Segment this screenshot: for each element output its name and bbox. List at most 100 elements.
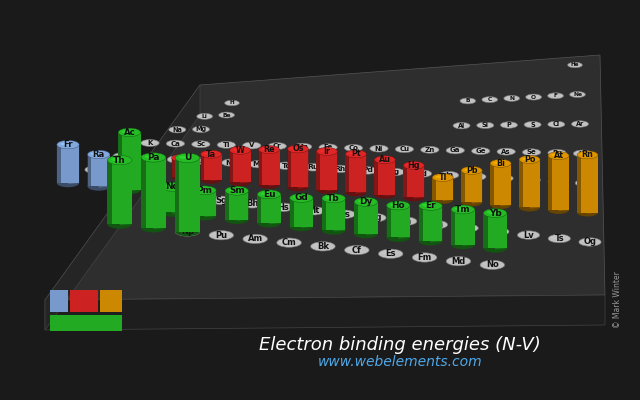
Bar bbox=[290, 198, 313, 227]
Ellipse shape bbox=[453, 122, 470, 129]
Ellipse shape bbox=[293, 196, 305, 199]
Ellipse shape bbox=[548, 153, 566, 155]
Ellipse shape bbox=[303, 206, 324, 215]
Polygon shape bbox=[356, 154, 366, 194]
Ellipse shape bbox=[419, 202, 442, 210]
Ellipse shape bbox=[278, 163, 291, 167]
Text: W: W bbox=[236, 146, 244, 155]
Ellipse shape bbox=[423, 148, 434, 151]
Text: Lu: Lu bbox=[148, 170, 159, 179]
Ellipse shape bbox=[275, 204, 288, 208]
Ellipse shape bbox=[88, 150, 110, 159]
Ellipse shape bbox=[175, 227, 200, 236]
Text: Co: Co bbox=[349, 145, 358, 151]
Polygon shape bbox=[172, 187, 184, 214]
Ellipse shape bbox=[397, 218, 411, 222]
Polygon shape bbox=[118, 132, 129, 191]
Ellipse shape bbox=[374, 156, 396, 164]
Ellipse shape bbox=[396, 149, 413, 151]
Text: Hg: Hg bbox=[408, 161, 420, 170]
Bar bbox=[419, 206, 423, 241]
Ellipse shape bbox=[143, 171, 164, 179]
Ellipse shape bbox=[319, 150, 330, 152]
Ellipse shape bbox=[467, 177, 486, 179]
Bar bbox=[141, 158, 166, 228]
Ellipse shape bbox=[462, 99, 472, 102]
Ellipse shape bbox=[358, 167, 377, 174]
Ellipse shape bbox=[219, 115, 234, 117]
Ellipse shape bbox=[193, 212, 216, 220]
Polygon shape bbox=[443, 178, 453, 201]
Ellipse shape bbox=[518, 231, 540, 239]
Text: Bi: Bi bbox=[496, 159, 505, 168]
Ellipse shape bbox=[166, 140, 184, 147]
Bar bbox=[172, 158, 193, 177]
Ellipse shape bbox=[272, 208, 294, 210]
Ellipse shape bbox=[225, 186, 248, 195]
Ellipse shape bbox=[551, 154, 562, 156]
Ellipse shape bbox=[548, 93, 563, 99]
Ellipse shape bbox=[175, 156, 186, 159]
Ellipse shape bbox=[550, 94, 559, 96]
Ellipse shape bbox=[213, 198, 227, 202]
Ellipse shape bbox=[422, 204, 434, 207]
Ellipse shape bbox=[195, 161, 214, 163]
Polygon shape bbox=[45, 85, 200, 330]
Ellipse shape bbox=[548, 239, 570, 241]
Text: Mc: Mc bbox=[492, 227, 504, 236]
Polygon shape bbox=[577, 155, 588, 214]
Ellipse shape bbox=[479, 123, 489, 126]
Ellipse shape bbox=[175, 227, 200, 236]
Ellipse shape bbox=[316, 148, 337, 155]
Bar bbox=[161, 187, 164, 212]
Ellipse shape bbox=[169, 126, 186, 133]
Text: Y: Y bbox=[174, 156, 180, 162]
Text: Tb: Tb bbox=[327, 194, 340, 203]
Bar bbox=[577, 155, 598, 212]
Ellipse shape bbox=[568, 62, 582, 68]
Polygon shape bbox=[495, 213, 507, 250]
Text: Na: Na bbox=[172, 127, 182, 133]
Ellipse shape bbox=[346, 150, 366, 158]
Bar bbox=[225, 191, 248, 220]
Ellipse shape bbox=[243, 146, 261, 147]
Bar bbox=[57, 144, 61, 183]
Ellipse shape bbox=[192, 141, 210, 148]
Text: As: As bbox=[501, 149, 511, 155]
Bar bbox=[374, 160, 396, 195]
Polygon shape bbox=[259, 150, 269, 186]
Ellipse shape bbox=[573, 150, 591, 157]
Ellipse shape bbox=[487, 227, 509, 236]
Text: I: I bbox=[556, 178, 559, 184]
Text: Si: Si bbox=[482, 122, 489, 128]
Ellipse shape bbox=[578, 180, 589, 184]
Ellipse shape bbox=[333, 214, 355, 216]
Ellipse shape bbox=[446, 150, 465, 152]
Ellipse shape bbox=[469, 174, 481, 178]
Ellipse shape bbox=[118, 186, 141, 194]
Ellipse shape bbox=[426, 225, 447, 227]
Ellipse shape bbox=[321, 145, 332, 148]
Polygon shape bbox=[529, 160, 540, 209]
Ellipse shape bbox=[161, 182, 184, 191]
Ellipse shape bbox=[141, 140, 159, 146]
Text: Er: Er bbox=[425, 201, 436, 210]
Polygon shape bbox=[298, 149, 308, 188]
Text: Po: Po bbox=[524, 155, 535, 164]
Ellipse shape bbox=[426, 220, 447, 229]
Ellipse shape bbox=[456, 228, 478, 230]
Ellipse shape bbox=[550, 122, 560, 125]
Ellipse shape bbox=[480, 265, 504, 268]
Ellipse shape bbox=[451, 205, 474, 214]
Text: Ni: Ni bbox=[375, 146, 383, 152]
Text: Zr: Zr bbox=[200, 158, 209, 164]
Ellipse shape bbox=[243, 142, 261, 149]
Bar bbox=[225, 191, 229, 220]
Ellipse shape bbox=[227, 101, 236, 104]
Ellipse shape bbox=[228, 188, 240, 192]
Ellipse shape bbox=[169, 130, 186, 132]
Ellipse shape bbox=[521, 180, 540, 182]
Polygon shape bbox=[451, 210, 463, 246]
Ellipse shape bbox=[396, 146, 413, 153]
Bar bbox=[483, 213, 507, 248]
